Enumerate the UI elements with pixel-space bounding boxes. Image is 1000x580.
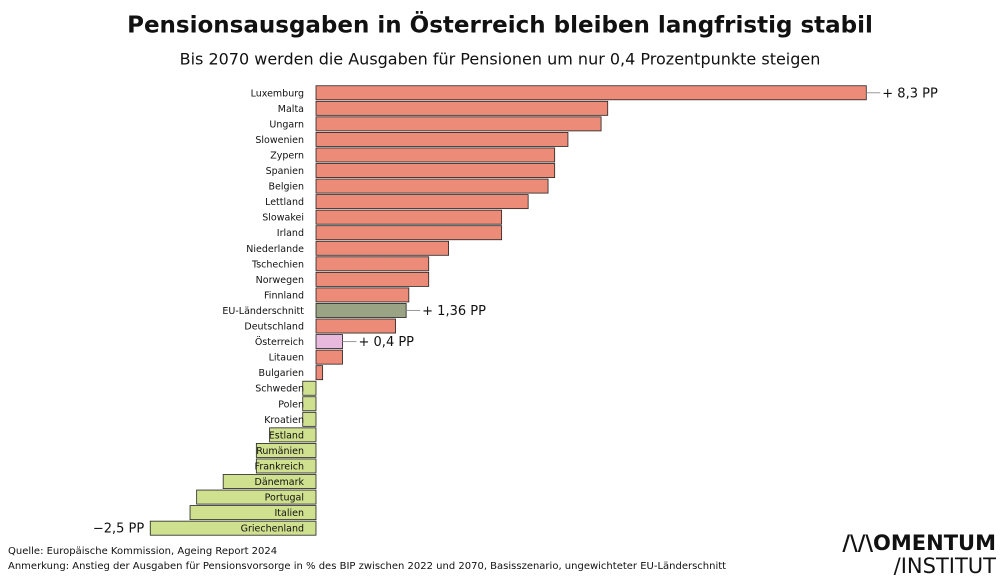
- category-label: Rumänien: [256, 446, 304, 457]
- value-label: + 8,3 PP: [882, 86, 938, 101]
- bar: [315, 85, 867, 101]
- bar: [315, 225, 503, 241]
- category-label: Italien: [275, 508, 305, 519]
- category-label: Österreich: [255, 337, 304, 348]
- bar: [315, 240, 450, 256]
- category-label: Frankreich: [255, 461, 304, 472]
- category-label: Ungarn: [269, 119, 304, 130]
- bar: [315, 131, 569, 147]
- value-label: + 1,36 PP: [422, 304, 486, 319]
- note: Anmerkung: Anstieg der Ausgaben für Pens…: [8, 561, 726, 572]
- bar: [315, 194, 529, 210]
- category-label: Schweden: [255, 384, 304, 395]
- bar: [196, 489, 317, 505]
- source: Quelle: Europäische Kommission, Ageing R…: [8, 546, 277, 557]
- category-label: Kroatien: [264, 415, 304, 426]
- category-label: Estland: [269, 430, 304, 441]
- category-label: Malta: [278, 104, 304, 115]
- bar: [222, 474, 317, 489]
- category-label: Slowenien: [255, 135, 304, 146]
- category-label: Niederlande: [246, 244, 304, 255]
- category-label: Irland: [277, 228, 304, 239]
- chart-title: Pensionsausgaben in Österreich bleiben l…: [127, 11, 873, 39]
- category-label: Bulgarien: [259, 368, 304, 379]
- logo: /INSTITUT: [894, 554, 997, 578]
- category-label: Spanien: [266, 166, 304, 177]
- category-label: Deutschland: [244, 322, 304, 333]
- bar: [149, 520, 317, 536]
- bar: [315, 334, 343, 349]
- bar: [315, 318, 396, 334]
- category-label: EU-Länderschnitt: [222, 306, 304, 317]
- value-label: −2,5 PP: [93, 522, 145, 537]
- category-label: Lettland: [265, 197, 304, 208]
- bar: [189, 505, 317, 521]
- bar: [255, 458, 317, 474]
- bar: [269, 427, 317, 443]
- bar: [302, 380, 317, 396]
- category-label: Polen: [278, 399, 304, 410]
- bar: [315, 256, 430, 272]
- bar: [315, 163, 556, 178]
- category-label: Belgien: [268, 182, 304, 193]
- bar: [315, 287, 410, 303]
- bar: [315, 100, 609, 116]
- bar: [315, 365, 324, 381]
- category-label: Luxemburg: [251, 88, 304, 99]
- bar: [302, 396, 317, 412]
- category-label: Griechenland: [241, 524, 304, 535]
- logo: /\/\OMENTUM: [842, 531, 996, 555]
- bar: [315, 349, 343, 365]
- bar: [315, 209, 503, 225]
- category-label: Tschechien: [251, 259, 304, 270]
- bar: [315, 116, 602, 132]
- category-label: Finnland: [264, 290, 304, 301]
- category-label: Dänemark: [255, 477, 305, 488]
- bar: [302, 411, 317, 427]
- bar: [315, 178, 549, 194]
- category-label: Slowakei: [262, 213, 304, 224]
- value-label: + 0,4 PP: [359, 335, 415, 350]
- bar: [315, 147, 556, 163]
- category-label: Litauen: [269, 353, 304, 364]
- category-label: Portugal: [265, 493, 304, 504]
- category-label: Norwegen: [256, 275, 304, 286]
- category-label: Zypern: [270, 150, 304, 161]
- bar: [315, 271, 430, 287]
- chart-subtitle: Bis 2070 werden die Ausgaben für Pension…: [180, 50, 821, 69]
- bar: [255, 442, 317, 458]
- bar: [315, 303, 407, 318]
